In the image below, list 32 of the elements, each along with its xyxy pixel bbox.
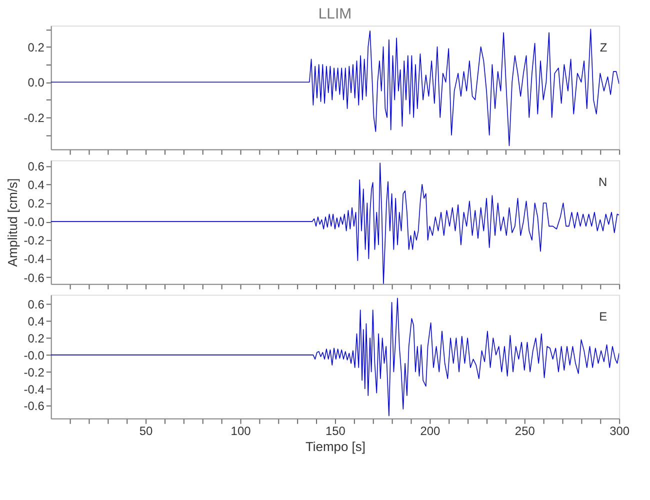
annotation: N bbox=[598, 175, 608, 190]
x-tick-label: 200 bbox=[420, 424, 440, 438]
y-tick-label: 0.2 bbox=[28, 331, 45, 346]
y-tick-label: 0.6 bbox=[28, 298, 45, 312]
annotation: E bbox=[599, 310, 608, 324]
line-series bbox=[50, 298, 620, 416]
y-axis-title: Amplitud [cm/s] bbox=[4, 178, 20, 267]
y-tick-label: -0.2 bbox=[24, 110, 45, 125]
x-tick-label: 300 bbox=[610, 424, 630, 438]
y-tick-label: 0.4 bbox=[28, 314, 45, 329]
y-tick-label: 0.4 bbox=[28, 178, 45, 192]
x-tick-label: 250 bbox=[514, 424, 536, 438]
x-tick-label: 50 bbox=[139, 424, 154, 438]
y-tick-label: 0.6 bbox=[28, 159, 45, 174]
x-tick-label: 150 bbox=[325, 424, 346, 438]
line-series bbox=[50, 162, 620, 284]
y-tick-label: -0.4 bbox=[24, 252, 45, 266]
y-tick-label: -0.4 bbox=[24, 382, 45, 396]
line-series bbox=[50, 28, 620, 146]
y-tick-label: 0.2 bbox=[28, 196, 45, 210]
y-tick-label: 0.2 bbox=[28, 40, 45, 54]
x-tick-label: 100 bbox=[230, 424, 252, 438]
y-tick-label: 0.0 bbox=[28, 76, 45, 90]
y-tick-label: -0.2 bbox=[24, 234, 45, 248]
annotation: Z bbox=[600, 40, 608, 55]
y-tick-label: -0.2 bbox=[24, 365, 45, 380]
y-tick-label: -0.0 bbox=[24, 348, 45, 362]
y-tick-label: -0.0 bbox=[24, 215, 45, 230]
y-tick-label: -0.6 bbox=[24, 399, 45, 414]
x-axis-title: Tiempo [s] bbox=[305, 438, 366, 454]
y-tick-label: -0.6 bbox=[24, 270, 45, 285]
chart-title: LLIM bbox=[318, 6, 352, 23]
